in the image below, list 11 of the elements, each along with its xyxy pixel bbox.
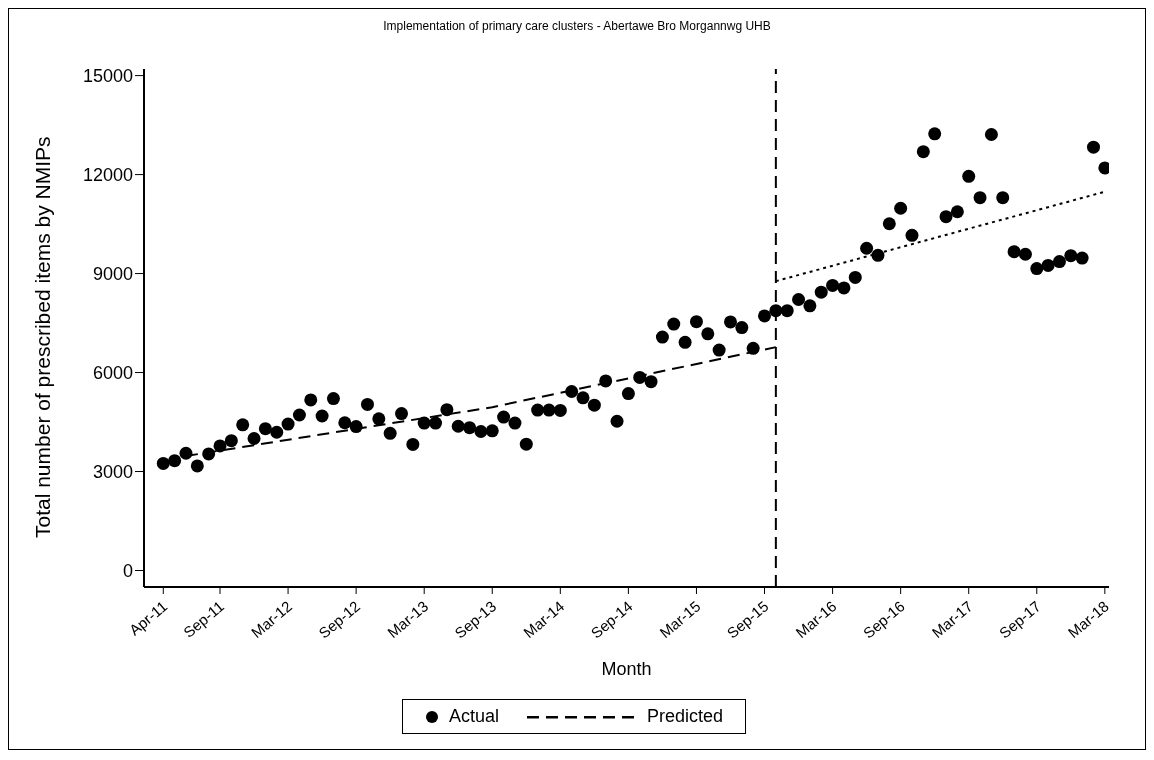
legend-label: Predicted: [646, 706, 724, 727]
x-axis-title: Month: [601, 659, 652, 679]
y-tick-label: 15000: [82, 65, 133, 86]
y-tick-label: 12000: [82, 164, 133, 185]
y-tick-label: 6000: [92, 362, 133, 383]
y-tick-label: 0: [122, 560, 133, 581]
y-axis-title: Total number of prescribed items by NMIPs: [31, 136, 55, 538]
chart-title: Implementation of primary care clusters - Abertawe Bro Morgannwg UHB: [382, 19, 772, 33]
y-tick-label: 3000: [92, 461, 133, 482]
legend-label: Actual: [448, 706, 499, 727]
y-tick-label: 9000: [92, 263, 133, 284]
